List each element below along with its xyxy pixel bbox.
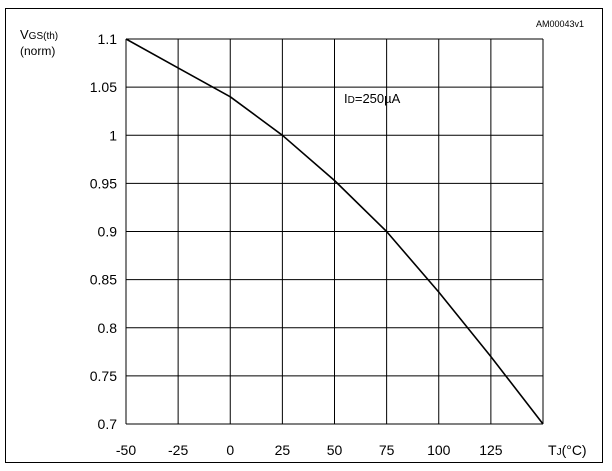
y-axis-label: VGS(th) <box>20 27 58 42</box>
x-tick-label: 125 <box>479 442 503 458</box>
y-tick-label: 0.75 <box>90 368 117 384</box>
current-annotation: ID=250µA <box>344 91 401 106</box>
x-tick-label: 50 <box>327 442 343 458</box>
figure-code: AM00043v1 <box>536 19 584 29</box>
y-tick-label: 1.05 <box>90 79 117 95</box>
series-line <box>125 38 544 425</box>
chart-frame: 0.7 0.75 0.8 0.85 0.9 0.95 1 1.05 1.1 -50 -25 0 25 5… <box>5 8 603 463</box>
x-tick-label: -25 <box>168 442 188 458</box>
x-tick-labels: -50 -25 0 25 50 75 100 125 <box>116 442 503 458</box>
x-tick-label: 100 <box>427 442 451 458</box>
y-tick-label: 1.1 <box>98 31 118 47</box>
y-axis-unit: (norm) <box>20 44 55 58</box>
chart-svg: 0.7 0.75 0.8 0.85 0.9 0.95 1 1.05 1.1 -50 -25 0 25 5… <box>20 19 587 458</box>
y-tick-label: 0.7 <box>98 416 118 432</box>
y-tick-label: 0.85 <box>90 272 117 288</box>
y-tick-label: 0.9 <box>98 224 118 240</box>
series-group <box>125 38 544 425</box>
y-tick-label: 0.8 <box>98 320 118 336</box>
x-tick-label: -50 <box>116 442 136 458</box>
y-tick-label: 0.95 <box>90 175 117 191</box>
grid-lines <box>125 38 544 425</box>
x-axis-label: TJ(°C) <box>548 442 587 458</box>
x-tick-label: 0 <box>226 442 234 458</box>
y-tick-label: 1 <box>109 127 117 143</box>
y-tick-labels: 0.7 0.75 0.8 0.85 0.9 0.95 1 1.05 1.1 <box>90 31 117 432</box>
x-tick-label: 25 <box>275 442 291 458</box>
x-tick-label: 75 <box>379 442 395 458</box>
